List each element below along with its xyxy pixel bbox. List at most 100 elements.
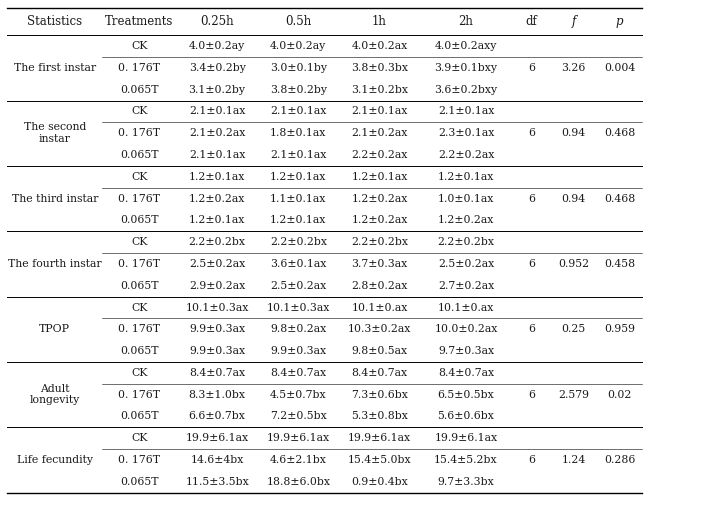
Text: 10.0±0.2ax: 10.0±0.2ax	[434, 324, 498, 334]
Text: Adult
longevity: Adult longevity	[30, 384, 80, 405]
Text: 2.2±0.2ax: 2.2±0.2ax	[352, 150, 407, 160]
Text: 4.0±0.2ax: 4.0±0.2ax	[352, 41, 407, 51]
Text: The first instar: The first instar	[13, 63, 96, 73]
Text: f: f	[571, 15, 576, 28]
Text: 19.9±6.1ax: 19.9±6.1ax	[267, 433, 330, 443]
Text: 14.6±4bx: 14.6±4bx	[191, 455, 244, 465]
Text: CK: CK	[131, 237, 148, 247]
Text: 2.1±0.1ax: 2.1±0.1ax	[438, 107, 494, 117]
Text: CK: CK	[131, 302, 148, 312]
Text: 4.0±0.2ay: 4.0±0.2ay	[270, 41, 326, 51]
Text: 6: 6	[528, 63, 534, 73]
Text: Treatments: Treatments	[105, 15, 174, 28]
Text: 15.4±5.0bx: 15.4±5.0bx	[347, 455, 412, 465]
Text: 3.1±0.2bx: 3.1±0.2bx	[351, 85, 408, 94]
Text: 10.1±0.ax: 10.1±0.ax	[352, 302, 407, 312]
Text: 4.0±0.2ay: 4.0±0.2ay	[189, 41, 245, 51]
Text: 0.952: 0.952	[558, 259, 590, 269]
Text: 2.1±0.1ax: 2.1±0.1ax	[189, 150, 245, 160]
Text: 0.468: 0.468	[604, 194, 635, 204]
Text: 7.3±0.6bx: 7.3±0.6bx	[351, 390, 408, 400]
Text: Life fecundity: Life fecundity	[17, 455, 92, 465]
Text: The second
instar: The second instar	[23, 122, 86, 144]
Text: 3.4±0.2by: 3.4±0.2by	[189, 63, 246, 73]
Text: 0.065T: 0.065T	[120, 412, 159, 422]
Text: 0.065T: 0.065T	[120, 346, 159, 356]
Text: 2.7±0.2ax: 2.7±0.2ax	[438, 281, 494, 291]
Text: 10.1±0.3ax: 10.1±0.3ax	[186, 302, 249, 312]
Text: 1.2±0.2ax: 1.2±0.2ax	[352, 194, 407, 204]
Text: 18.8±6.0bx: 18.8±6.0bx	[266, 477, 330, 487]
Text: 15.4±5.2bx: 15.4±5.2bx	[434, 455, 498, 465]
Text: 6: 6	[528, 324, 534, 334]
Text: 9.8±0.2ax: 9.8±0.2ax	[270, 324, 326, 334]
Text: 1.2±0.2ax: 1.2±0.2ax	[189, 194, 245, 204]
Text: 5.6±0.6bx: 5.6±0.6bx	[438, 412, 494, 422]
Text: 6: 6	[528, 128, 534, 138]
Text: 0.02: 0.02	[607, 390, 632, 400]
Text: 2.5±0.2ax: 2.5±0.2ax	[270, 281, 326, 291]
Text: 0. 176T: 0. 176T	[119, 390, 160, 400]
Text: 0.065T: 0.065T	[120, 477, 159, 487]
Text: 9.7±0.3ax: 9.7±0.3ax	[438, 346, 494, 356]
Text: 3.1±0.2by: 3.1±0.2by	[189, 85, 246, 94]
Text: 0.065T: 0.065T	[120, 150, 159, 160]
Text: 2.579: 2.579	[558, 390, 589, 400]
Text: 10.3±0.2ax: 10.3±0.2ax	[348, 324, 411, 334]
Text: CK: CK	[131, 107, 148, 117]
Text: 2.2±0.2ax: 2.2±0.2ax	[438, 150, 494, 160]
Text: 3.26: 3.26	[561, 63, 586, 73]
Text: 5.3±0.8bx: 5.3±0.8bx	[351, 412, 408, 422]
Text: p: p	[616, 15, 623, 28]
Text: 0.004: 0.004	[604, 63, 635, 73]
Text: 6: 6	[528, 390, 534, 400]
Text: 1.2±0.1ax: 1.2±0.1ax	[270, 215, 326, 225]
Text: 0.9±0.4bx: 0.9±0.4bx	[351, 477, 408, 487]
Text: CK: CK	[131, 41, 148, 51]
Text: 0. 176T: 0. 176T	[119, 128, 160, 138]
Text: 19.9±6.1ax: 19.9±6.1ax	[348, 433, 411, 443]
Text: 3.8±0.3bx: 3.8±0.3bx	[351, 63, 408, 73]
Text: 10.1±0.3ax: 10.1±0.3ax	[267, 302, 330, 312]
Text: 0.94: 0.94	[561, 194, 586, 204]
Text: 1.2±0.1ax: 1.2±0.1ax	[270, 172, 326, 182]
Text: 8.4±0.7ax: 8.4±0.7ax	[438, 368, 494, 378]
Text: 0.065T: 0.065T	[120, 215, 159, 225]
Text: 1.1±0.1ax: 1.1±0.1ax	[270, 194, 326, 204]
Text: 2.2±0.2bx: 2.2±0.2bx	[351, 237, 408, 247]
Text: CK: CK	[131, 172, 148, 182]
Text: 0.065T: 0.065T	[120, 85, 159, 94]
Text: 2.8±0.2ax: 2.8±0.2ax	[352, 281, 407, 291]
Text: 0.25h: 0.25h	[201, 15, 234, 28]
Text: 0.065T: 0.065T	[120, 281, 159, 291]
Text: 1.8±0.1ax: 1.8±0.1ax	[270, 128, 326, 138]
Text: 0. 176T: 0. 176T	[119, 259, 160, 269]
Text: The fourth instar: The fourth instar	[8, 259, 102, 269]
Text: 3.0±0.1by: 3.0±0.1by	[270, 63, 327, 73]
Text: 0. 176T: 0. 176T	[119, 194, 160, 204]
Text: 0. 176T: 0. 176T	[119, 324, 160, 334]
Text: 6: 6	[528, 455, 534, 465]
Text: 4.6±2.1bx: 4.6±2.1bx	[270, 455, 327, 465]
Text: 6.6±0.7bx: 6.6±0.7bx	[189, 412, 246, 422]
Text: 1.2±0.1ax: 1.2±0.1ax	[438, 172, 494, 182]
Text: 1.0±0.1ax: 1.0±0.1ax	[438, 194, 494, 204]
Text: CK: CK	[131, 433, 148, 443]
Text: 0.5h: 0.5h	[285, 15, 311, 28]
Text: 8.4±0.7ax: 8.4±0.7ax	[270, 368, 326, 378]
Text: 2.1±0.2ax: 2.1±0.2ax	[189, 128, 245, 138]
Text: 2.9±0.2ax: 2.9±0.2ax	[189, 281, 245, 291]
Text: 2.1±0.1ax: 2.1±0.1ax	[352, 107, 407, 117]
Text: 10.1±0.ax: 10.1±0.ax	[438, 302, 494, 312]
Text: 1.2±0.2ax: 1.2±0.2ax	[352, 215, 407, 225]
Text: 3.7±0.3ax: 3.7±0.3ax	[352, 259, 407, 269]
Text: 19.9±6.1ax: 19.9±6.1ax	[434, 433, 498, 443]
Text: 0.25: 0.25	[561, 324, 586, 334]
Text: 4.5±0.7bx: 4.5±0.7bx	[270, 390, 327, 400]
Text: 9.8±0.5ax: 9.8±0.5ax	[352, 346, 407, 356]
Text: 11.5±3.5bx: 11.5±3.5bx	[185, 477, 249, 487]
Text: 3.6±0.1ax: 3.6±0.1ax	[270, 259, 326, 269]
Text: 2h: 2h	[458, 15, 474, 28]
Text: 2.2±0.2bx: 2.2±0.2bx	[189, 237, 246, 247]
Text: 8.4±0.7ax: 8.4±0.7ax	[352, 368, 407, 378]
